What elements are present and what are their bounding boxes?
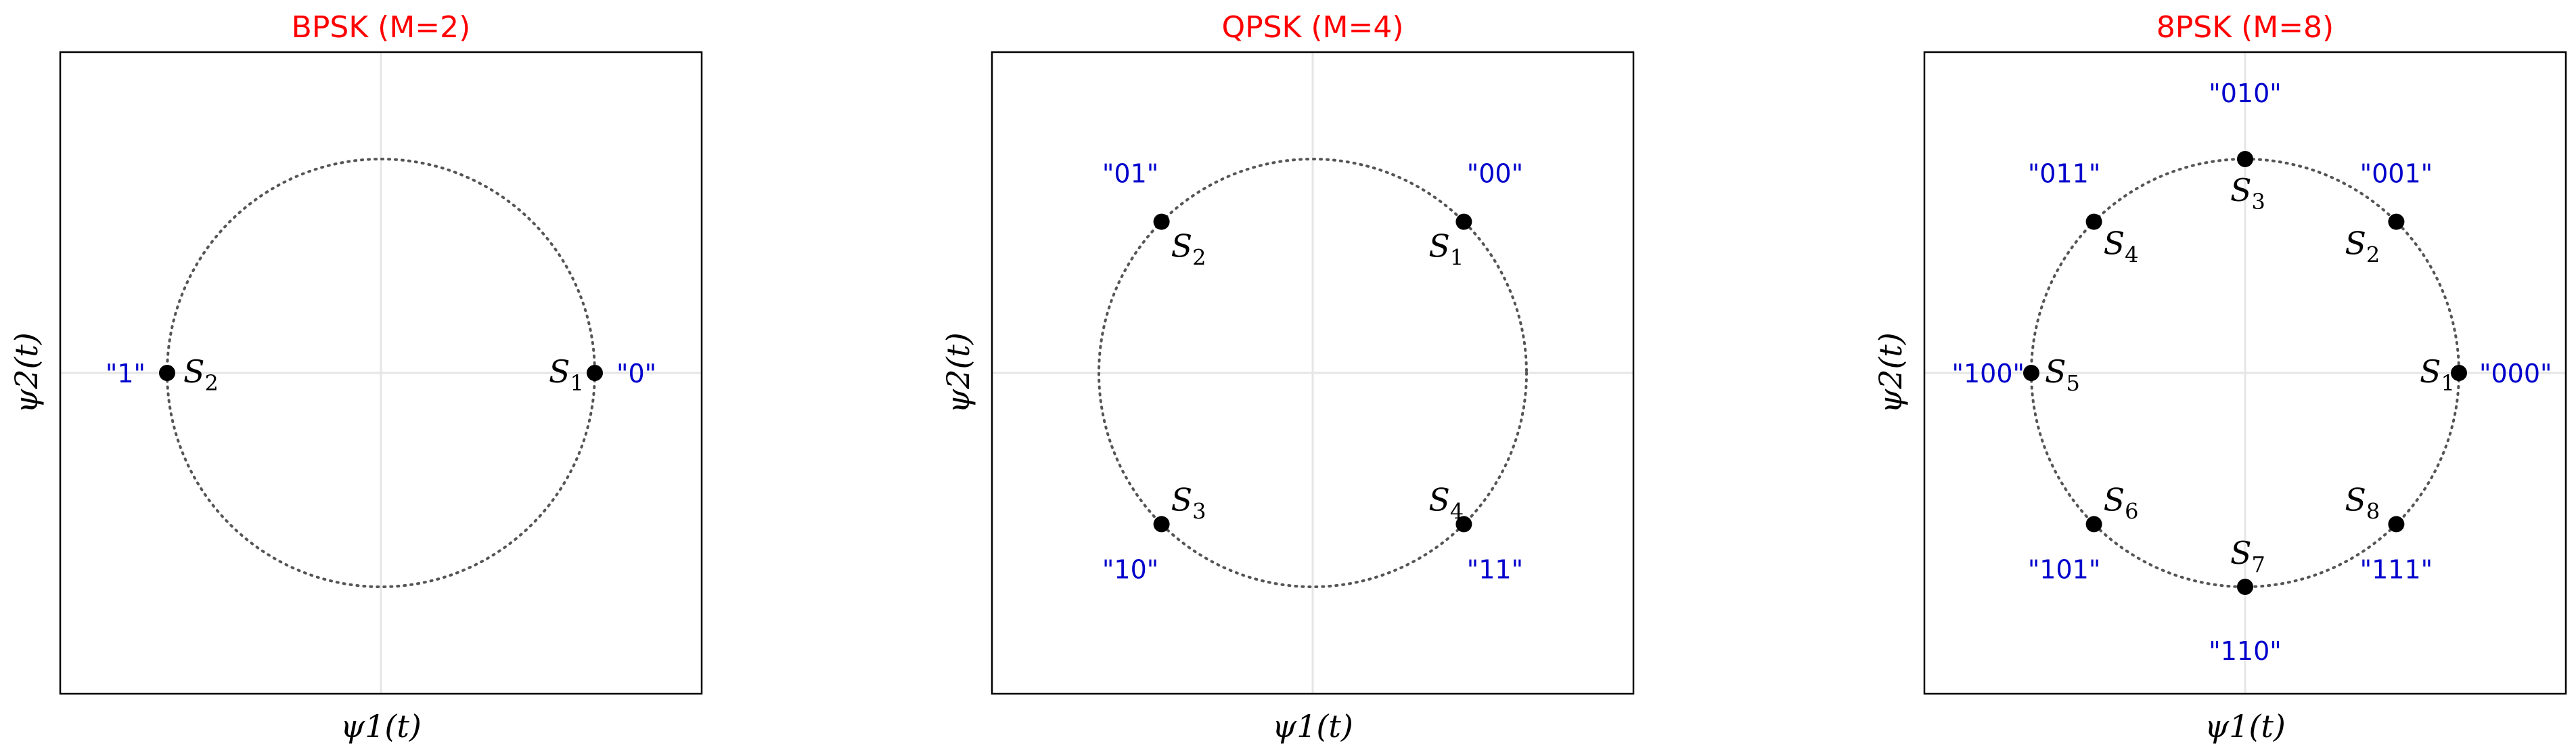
y-axis-label: ψ2(t)	[8, 332, 45, 414]
bit-label: "101"	[2028, 554, 2101, 584]
chart-title: BPSK (M=2)	[292, 10, 471, 45]
constellation-point	[1153, 516, 1170, 533]
constellation-point	[2085, 213, 2102, 230]
symbol-label: S8	[2345, 481, 2380, 524]
symbol-label: S1	[1428, 228, 1464, 271]
symbol-index: 2	[2366, 242, 2380, 268]
symbol-index: 6	[2125, 498, 2138, 524]
bit-label: "1"	[106, 359, 145, 389]
y-axis-label: ψ2(t)	[940, 332, 976, 414]
symbol-label: S4	[2104, 225, 2139, 268]
symbol-letter: S	[1428, 481, 1450, 518]
constellation-point	[1455, 516, 1472, 533]
bit-label: "000"	[2479, 359, 2552, 389]
constellation-point	[2451, 365, 2467, 381]
bit-label: "0"	[616, 359, 656, 389]
symbol-letter: S	[2345, 225, 2366, 262]
symbol-label: S1	[549, 353, 584, 396]
symbol-index: 2	[1192, 245, 1206, 271]
axes-frame	[1923, 51, 2567, 695]
bit-label: "011"	[2028, 159, 2101, 189]
symbol-index: 4	[1450, 498, 1464, 524]
constellation-point	[159, 365, 175, 381]
constellation-point	[587, 365, 603, 381]
constellation-point	[2237, 151, 2253, 167]
symbol-label: S1	[2420, 353, 2455, 396]
symbol-label: S2	[183, 353, 219, 396]
chart-title: QPSK (M=4)	[1221, 10, 1403, 45]
symbol-index: 3	[1192, 498, 1206, 524]
y-axis-label: ψ2(t)	[1872, 332, 1909, 414]
symbol-label: S2	[2345, 225, 2380, 268]
symbol-letter: S	[2104, 481, 2125, 518]
symbol-index: 1	[570, 370, 584, 396]
bit-label: "001"	[2360, 159, 2433, 189]
x-axis-label: ψ1(t)	[340, 708, 422, 745]
symbol-letter: S	[2345, 481, 2366, 518]
symbol-index: 3	[2252, 189, 2265, 215]
symbol-index: 5	[2066, 370, 2080, 396]
bit-label: "100"	[1952, 359, 2025, 389]
symbol-letter: S	[1171, 481, 1193, 518]
bit-label: "110"	[2209, 636, 2282, 666]
bit-label: "11"	[1467, 554, 1523, 584]
bit-label: "111"	[2360, 554, 2433, 584]
symbol-label: S6	[2104, 481, 2139, 524]
symbol-index: 1	[2441, 370, 2455, 396]
symbol-letter: S	[183, 353, 205, 390]
bit-label: "10"	[1102, 554, 1158, 584]
constellation-panel: 8PSK (M=8)ψ1(t)ψ2(t) S1 "000"S2"001"S3"010…	[1872, 10, 2567, 745]
axes-frame	[991, 51, 1635, 695]
symbol-label: S3	[1171, 481, 1206, 524]
symbol-index: 4	[2125, 242, 2138, 268]
symbol-letter: S	[2230, 172, 2252, 208]
symbol-label: S5	[2045, 353, 2080, 396]
symbol-label: S7	[2230, 535, 2265, 577]
constellation-panel: BPSK (M=2)ψ1(t)ψ2(t) S1 "0"S2"1"	[8, 10, 703, 745]
symbol-label: S2	[1171, 228, 1206, 271]
symbol-letter: S	[1171, 228, 1193, 265]
constellation-point	[2023, 365, 2039, 381]
x-axis-label: ψ1(t)	[2205, 708, 2286, 745]
symbol-index: 8	[2366, 498, 2380, 524]
constellation-point	[2388, 516, 2405, 533]
constellation-point	[1153, 213, 1170, 230]
symbol-index: 2	[205, 370, 219, 396]
bit-label: "010"	[2209, 79, 2282, 108]
symbol-label: S4	[1428, 481, 1464, 524]
symbol-label: S3	[2230, 172, 2265, 215]
bit-label: "01"	[1102, 159, 1158, 189]
symbol-letter: S	[2420, 353, 2441, 390]
symbol-index: 1	[1450, 245, 1464, 271]
symbol-letter: S	[549, 353, 570, 390]
symbol-letter: S	[2230, 535, 2252, 571]
constellation-point	[1455, 213, 1472, 230]
symbol-letter: S	[1428, 228, 1450, 265]
constellation-point	[2237, 579, 2253, 595]
constellation-point	[2388, 213, 2405, 230]
symbol-index: 7	[2252, 552, 2265, 577]
chart-title: 8PSK (M=8)	[2156, 10, 2334, 45]
axes-frame	[59, 51, 703, 695]
constellation-point	[2085, 516, 2102, 533]
constellation-panel: QPSK (M=4)ψ1(t)ψ2(t)S1"00"S2"01"S3"10"S4…	[940, 10, 1635, 745]
symbol-letter: S	[2104, 225, 2125, 262]
bit-label: "00"	[1467, 159, 1523, 189]
symbol-letter: S	[2045, 353, 2066, 390]
unit-circle	[1098, 158, 1528, 588]
x-axis-label: ψ1(t)	[1272, 708, 1353, 745]
